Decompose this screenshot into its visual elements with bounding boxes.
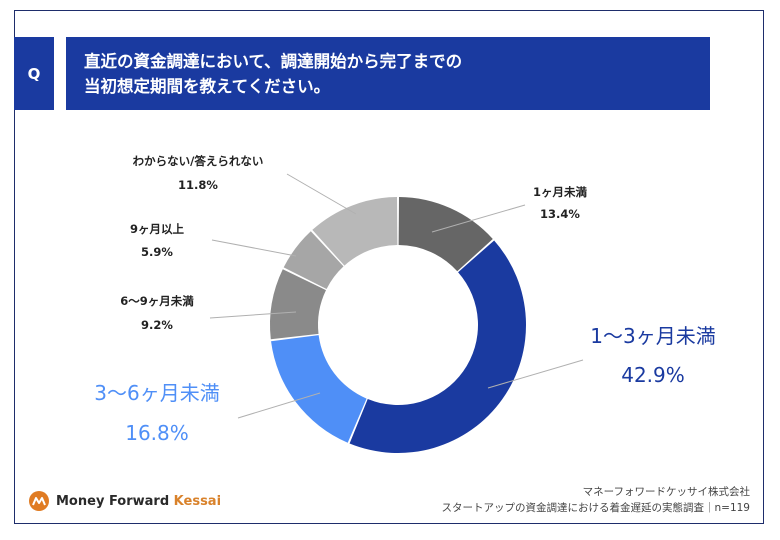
category-label-2: 1〜3ヶ月未満	[590, 324, 715, 348]
survey-note: スタートアップの資金調達における着金遅延の実態調査｜n=119	[441, 502, 751, 514]
donut-slice-4	[270, 269, 326, 340]
question-line-1: 直近の資金調達において、調達開始から完了までの	[84, 52, 463, 71]
donut-slice-1	[398, 197, 493, 272]
leader-line-4	[209, 311, 297, 319]
leader-line-2	[487, 359, 584, 389]
value-label-2: 42.9%	[621, 363, 685, 387]
brand-name-suffix: Kessai	[173, 493, 222, 509]
donut-slice-5	[283, 231, 344, 290]
value-label-1: 13.4%	[540, 207, 580, 221]
question-line-2: 当初想定期間を教えてください。	[84, 77, 331, 96]
donut-slice-2	[349, 240, 526, 453]
leader-line-5	[211, 239, 297, 257]
brand-name-main: Money Forward	[56, 493, 174, 509]
company-name: マネーフォワードケッサイ株式会社	[582, 486, 750, 498]
value-label-5: 5.9%	[141, 245, 173, 259]
donut-slice-3	[271, 335, 367, 443]
leader-line-1	[431, 204, 526, 233]
card-frame	[14, 10, 764, 524]
leader-line-3	[237, 392, 321, 419]
category-label-4: 6〜9ヶ月未満	[120, 294, 194, 308]
category-label-5: 9ヶ月以上	[130, 222, 185, 236]
value-label-6: 11.8%	[178, 178, 218, 192]
category-label-6: わからない/答えられない	[133, 154, 264, 168]
donut-slice-6	[312, 197, 398, 266]
category-label-1: 1ヶ月未満	[533, 185, 588, 199]
value-label-4: 9.2%	[141, 318, 173, 332]
value-label-3: 16.8%	[125, 421, 189, 445]
category-label-3: 3〜6ヶ月未満	[94, 381, 219, 405]
leader-line-6	[286, 173, 357, 215]
brand-name: Money Forward Kessai	[56, 494, 221, 509]
credit: マネーフォワードケッサイ株式会社 スタートアップの資金調達における着金遅延の実態…	[442, 484, 751, 516]
question-banner: 直近の資金調達において、調達開始から完了までの 当初想定期間を教えてください。	[66, 37, 710, 110]
brand-mark-icon	[29, 491, 49, 511]
brand-logo: Money Forward Kessai	[28, 490, 221, 512]
question-label: Q	[14, 37, 54, 110]
